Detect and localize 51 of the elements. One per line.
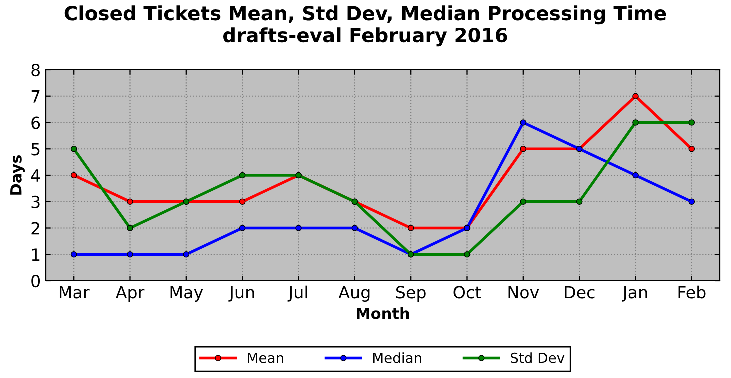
chart-title: Closed Tickets Mean, Std Dev, Median Processing Time drafts-eval February 2016: [64, 6, 666, 47]
point: [688, 146, 696, 152]
x-axis-title: Month: [357, 308, 410, 320]
x-tick-label: Oct: [454, 286, 482, 299]
x-tick-label: Feb: [678, 286, 706, 299]
x-tick-label: Nov: [508, 286, 540, 299]
point: [520, 198, 527, 206]
point: [296, 225, 302, 232]
y-tick-label: 1: [32, 248, 40, 261]
y-tick-label: 7: [32, 90, 40, 103]
point: [239, 225, 246, 232]
point: [70, 172, 78, 179]
x-tick-label: Aug: [338, 286, 370, 302]
point: [464, 251, 470, 258]
x-tick-label: Jan: [622, 286, 648, 302]
x-tick-label: Sep: [396, 286, 426, 302]
y-tick-label: 3: [32, 196, 40, 208]
point: [632, 120, 639, 126]
point: [127, 225, 134, 232]
x-tick-label: May: [170, 286, 204, 302]
point: [239, 172, 246, 179]
x-tick-label: Apr: [116, 286, 145, 302]
point: [183, 251, 190, 258]
point: [520, 120, 527, 126]
y-axis-title: Days: [10, 155, 25, 195]
x-tick-label: Mar: [60, 286, 90, 299]
point: [127, 251, 134, 258]
point: [520, 146, 527, 152]
x-tick-label: Dec: [565, 286, 595, 299]
y-tick-label: 0: [32, 274, 40, 288]
point: [352, 225, 358, 232]
x-tick-label: Jun: [228, 286, 254, 302]
legend-label: Mean: [248, 353, 284, 364]
point: [127, 198, 134, 206]
x-tick-label: Jul: [288, 286, 308, 302]
legend-label: Std Dev: [511, 352, 565, 364]
y-tick-label: 2: [32, 222, 40, 235]
y-tick-label: 5: [32, 143, 40, 156]
point: [408, 225, 414, 232]
point: [632, 93, 639, 100]
point: [576, 198, 583, 206]
point: [239, 198, 246, 206]
y-tick-label: 8: [32, 64, 40, 77]
point: [632, 172, 639, 179]
point: [70, 251, 78, 258]
point: [688, 198, 696, 206]
y-tick-label: 4: [31, 170, 40, 182]
point: [70, 146, 78, 152]
legend-label: Median: [373, 352, 422, 364]
point: [688, 120, 696, 126]
y-tick-label: 6: [32, 116, 40, 130]
